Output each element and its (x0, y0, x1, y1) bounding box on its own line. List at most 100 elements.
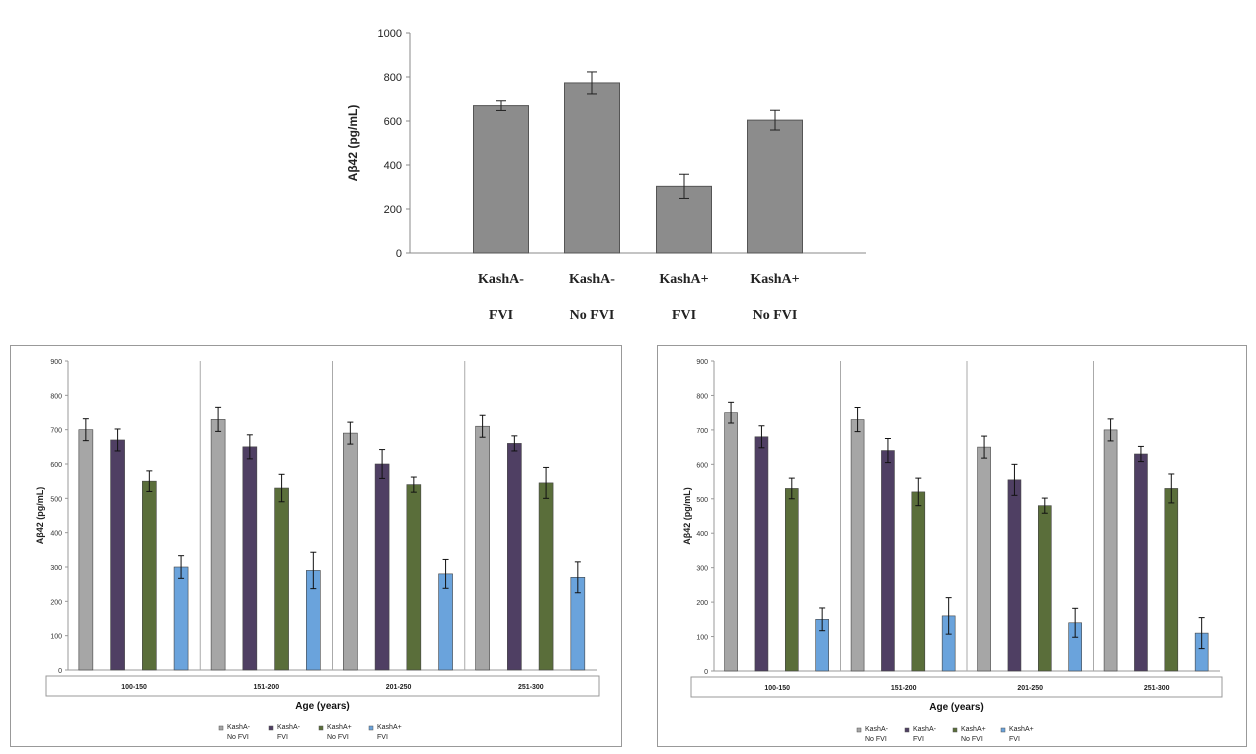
y-tick-label: 1000 (378, 28, 402, 40)
legend-swatch (368, 725, 374, 731)
legend-swatch (904, 727, 910, 733)
y-tick-label: 900 (696, 359, 708, 366)
y-tick-label: 800 (696, 393, 708, 400)
category-label: 151-200 (891, 685, 917, 692)
legend-label-line1: KashA+ (961, 726, 986, 733)
category-table-row (690, 676, 1223, 698)
y-tick-label: 700 (50, 428, 62, 435)
bar (374, 463, 390, 671)
bar (564, 82, 620, 254)
bottom-right-bar-chart: 0 100 200 300 400 500 600 700 800 900 Aβ42 (pg/mL)… (657, 345, 1247, 747)
legend-swatch (856, 727, 862, 733)
legend-label-line2: FVI (277, 734, 288, 741)
bottom-left-bar-chart: 0 100 200 300 400 500 600 700 800 900 Aβ42 (pg/mL)… (10, 345, 622, 747)
y-tick-label: 800 (384, 72, 402, 84)
category-label-line2: FVI (489, 308, 513, 323)
legend-label-line2: No FVI (327, 734, 349, 741)
bar (242, 446, 258, 671)
legend-label-line1: KashA+ (327, 724, 352, 731)
bar (911, 491, 926, 672)
category-label-line2: No FVI (753, 308, 798, 323)
category-label: 100-150 (764, 685, 790, 692)
y-tick-label: 0 (704, 669, 708, 676)
y-tick-label: 0 (58, 668, 62, 675)
legend-label-line2: No FVI (865, 736, 887, 743)
y-tick-label: 0 (396, 248, 402, 260)
x-axis-label: Age (years) (929, 702, 983, 713)
bar (78, 429, 94, 671)
legend-label-line2: FVI (913, 736, 924, 743)
category-label: 251-300 (518, 684, 544, 691)
y-axis-label: Aβ42 (pg/mL) (35, 487, 45, 545)
bar (784, 488, 799, 672)
category-label: 201-250 (386, 684, 412, 691)
bar (724, 412, 738, 672)
category-label-line1: KashA- (478, 272, 524, 287)
legend-label-line2: No FVI (227, 734, 249, 741)
y-tick-label: 400 (50, 531, 62, 538)
y-tick-label: 100 (696, 635, 708, 642)
category-label-line2: No FVI (570, 308, 615, 323)
category-label: 251-300 (1144, 685, 1170, 692)
legend-swatch (318, 725, 324, 731)
y-tick-label: 700 (696, 428, 708, 435)
y-tick-label: 300 (696, 566, 708, 573)
category-label-line1: KashA+ (659, 272, 708, 287)
legend-label-line1: KashA- (913, 726, 937, 733)
category-label-line2: FVI (672, 308, 696, 323)
y-tick-label: 800 (50, 393, 62, 400)
bar (173, 566, 189, 671)
legend-label-line1: KashA- (277, 724, 301, 731)
bar (850, 419, 865, 672)
category-label: 151-200 (254, 684, 280, 691)
bar (507, 443, 522, 671)
bar (110, 439, 125, 671)
y-tick-label: 600 (50, 462, 62, 469)
legend-label-line1: KashA- (865, 726, 889, 733)
y-tick-label: 100 (50, 634, 62, 641)
category-label-line1: KashA- (569, 272, 615, 287)
bar (475, 425, 490, 671)
y-axis-label: Aβ42 (pg/mL) (682, 487, 692, 545)
category-label: 100-150 (121, 684, 147, 691)
legend-label-line1: KashA+ (377, 724, 402, 731)
legend-label-line2: FVI (1009, 736, 1020, 743)
bar (977, 446, 991, 672)
bar (274, 487, 289, 671)
legend-swatch (952, 727, 958, 733)
y-tick-label: 400 (696, 531, 708, 538)
bar (343, 432, 358, 671)
bar (881, 450, 895, 672)
bar (1164, 488, 1179, 672)
legend-swatch (218, 725, 224, 731)
x-axis-label: Age (years) (295, 701, 349, 712)
bar (754, 436, 769, 672)
legend-label-line1: KashA+ (1009, 726, 1034, 733)
category-table-row (45, 675, 600, 697)
y-tick-label: 500 (50, 496, 62, 503)
bar (1037, 505, 1052, 672)
legend-label-line2: No FVI (961, 736, 983, 743)
y-axis-label: Aβ42 (pg/mL) (346, 105, 360, 182)
category-label-line1: KashA+ (750, 272, 799, 287)
legend-label-line2: FVI (377, 734, 388, 741)
bar (1134, 453, 1148, 672)
y-tick-label: 600 (696, 462, 708, 469)
legend-swatch (268, 725, 274, 731)
bar (142, 480, 157, 671)
bar (406, 484, 422, 671)
y-tick-label: 300 (50, 565, 62, 572)
top-bar-chart: 0 200 400 600 800 1000 Aβ42 (pg/mL) KashA- FVI Ka… (346, 28, 866, 323)
legend-swatch (1000, 727, 1006, 733)
y-tick-label: 500 (696, 497, 708, 504)
bar (473, 105, 529, 254)
y-tick-label: 200 (696, 600, 708, 607)
bar (747, 119, 803, 254)
legend-label-line1: KashA- (227, 724, 251, 731)
bar (538, 482, 554, 671)
y-tick-label: 400 (384, 160, 402, 172)
bar (1103, 429, 1118, 672)
y-tick-label: 200 (384, 204, 402, 216)
bar (210, 419, 226, 671)
y-tick-label: 200 (50, 599, 62, 606)
